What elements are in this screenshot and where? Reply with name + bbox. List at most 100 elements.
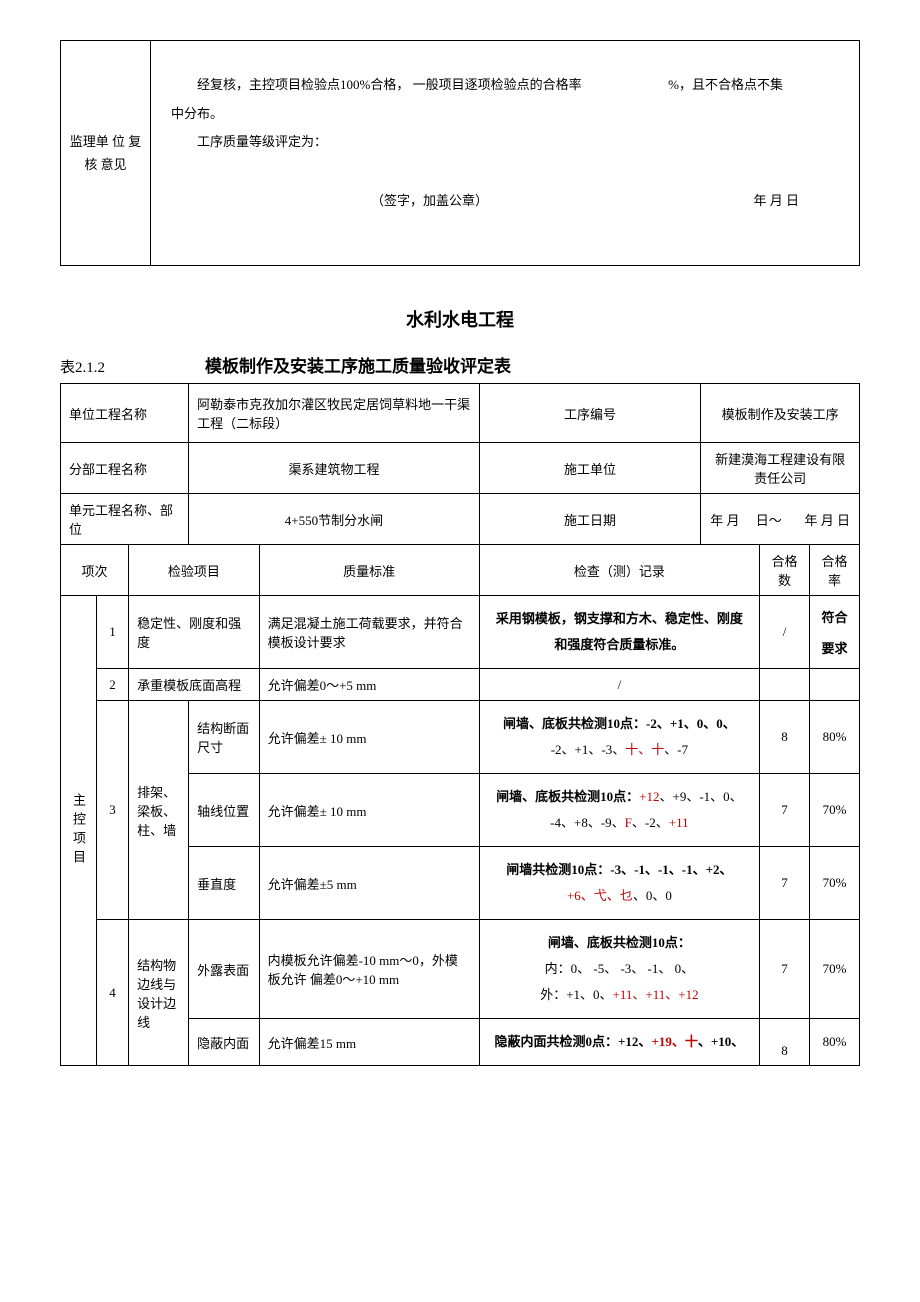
- r3b-pass: 7: [760, 774, 810, 847]
- r3b-rec: 闸墙、底板共检测10点：+12、+9、-1、0、 -4、+8、-9、F、-2、+…: [479, 774, 759, 847]
- r3c-r1: 闸墙共检测10点：-3、-1、-1、-1、+2、: [486, 857, 753, 883]
- col-5: 合格数: [760, 545, 810, 596]
- supervisor-content: 经复核，主控项目检验点100%合格， 一般项目逐项检验点的合格率 %，且不合格点…: [151, 41, 860, 266]
- col-2: 检验项目: [129, 545, 259, 596]
- r4b-rec: 隐蔽内面共检测0点：+12、+19、十、+10、: [479, 1019, 759, 1066]
- col-4: 检查（测）记录: [479, 545, 759, 596]
- r4a-r3a: 外：+1、0、: [540, 987, 612, 1002]
- r3b-r2b: F: [625, 815, 632, 830]
- main-inspection-table: 单位工程名称 阿勒泰市克孜加尔灌区牧民定居饲草料地一干渠工程（二标段） 工序编号…: [60, 383, 860, 1066]
- r1-rec: 采用钢模板，钢支撑和方木、稳定性、刚度 和强度符合质量标准。: [479, 596, 759, 669]
- title-row: 表2.1.2 模板制作及安装工序施工质量验收评定表: [60, 352, 860, 377]
- r4b-std: 允许偏差15 mm: [259, 1019, 479, 1066]
- elem-label: 单元工程名称、部位: [61, 494, 189, 545]
- r3-group: 排架、梁板、柱、墙: [129, 701, 189, 920]
- date-v3: 年 月 日: [805, 513, 851, 528]
- r1-rate2: 要求: [818, 638, 851, 657]
- r4a-std: 内模板允许偏差-10 mm～0，外模板允许 偏差0～+10 mm: [259, 920, 479, 1019]
- r4a-rec: 闸墙、底板共检测10点： 内：0、 -5、 -3、 -1、 0、 外：+1、0、…: [479, 920, 759, 1019]
- r4a-r1: 闸墙、底板共检测10点：: [486, 930, 753, 956]
- r3b-std: 允许偏差± 10 mm: [259, 774, 479, 847]
- r3a-rec2c: 、-7: [664, 742, 688, 757]
- elem-val: 4+550节制分水闸: [189, 494, 480, 545]
- r4a-r3b: +11、+11、+12: [613, 987, 699, 1002]
- r3c-pass: 7: [760, 847, 810, 920]
- r4b-rc: 、+10、: [698, 1034, 744, 1049]
- seq-label: 工序编号: [479, 384, 700, 443]
- r1-pass: /: [760, 596, 810, 669]
- r2-pass: [760, 669, 810, 701]
- r4b-rate: 80%: [810, 1019, 860, 1066]
- div-label: 分部工程名称: [61, 443, 189, 494]
- r3b-rate: 70%: [810, 774, 860, 847]
- col-6: 合格率: [810, 545, 860, 596]
- r3a-std: 允许偏差± 10 mm: [259, 701, 479, 774]
- r3a-pass: 8: [760, 701, 810, 774]
- supervisor-label: 监理单 位 复核 意见: [61, 41, 151, 266]
- r4-group: 结构物边线与设计边线: [129, 920, 189, 1066]
- date-v1: 年 月: [710, 513, 739, 528]
- r2-item: 承重模板底面高程: [129, 669, 259, 701]
- r1-rate: 符合 要求: [810, 596, 860, 669]
- unit-label: 单位工程名称: [61, 384, 189, 443]
- r3b-r1c: 、+9、-1、0、: [659, 789, 742, 804]
- r3a-rate: 80%: [810, 701, 860, 774]
- r2-n: 2: [97, 669, 129, 701]
- r4a-rate: 70%: [810, 920, 860, 1019]
- r3c-std: 允许偏差±5 mm: [259, 847, 479, 920]
- cons-label: 施工单位: [479, 443, 700, 494]
- seq-val: 模板制作及安装工序: [701, 384, 860, 443]
- col-3: 质量标准: [259, 545, 479, 596]
- r3-n: 3: [97, 701, 129, 920]
- top-line1d: 中分布。: [171, 100, 839, 129]
- r2-rec: /: [479, 669, 759, 701]
- r3b-r2c: 、-2、: [632, 815, 669, 830]
- r4a-item: 外露表面: [189, 920, 259, 1019]
- r3a-rec2b: 十、十: [625, 742, 664, 757]
- r3b-r2d: +11: [669, 815, 689, 830]
- r4b-item: 隐蔽内面: [189, 1019, 259, 1066]
- sign-date: 年 月 日: [753, 187, 799, 216]
- major-item-label: 主控项目: [61, 596, 97, 1066]
- top-line1a: 经复核，主控项目检验点100%合格，: [197, 77, 409, 92]
- r2-std: 允许偏差0～+5 mm: [259, 669, 479, 701]
- supervisor-opinion-table: 监理单 位 复核 意见 经复核，主控项目检验点100%合格， 一般项目逐项检验点…: [60, 40, 860, 266]
- top-line1b: 一般项目逐项检验点的合格率: [413, 77, 582, 92]
- r3a-rec2a: -2、+1、-3、: [551, 742, 626, 757]
- r4a-pass: 7: [760, 920, 810, 1019]
- r3c-r2a: +6、弋、乜: [567, 888, 633, 903]
- date-v2: 日～: [756, 513, 782, 528]
- r1-std: 满足混凝土施工荷载要求，并符合模板设计要求: [259, 596, 479, 669]
- r4b-pass: 8: [760, 1019, 810, 1066]
- heading-1: 水利水电工程: [60, 306, 860, 332]
- r3b-r1b: +12: [639, 789, 659, 804]
- div-val: 渠系建筑物工程: [189, 443, 480, 494]
- r2-rate: [810, 669, 860, 701]
- r1-rate1: 符合: [818, 607, 851, 626]
- top-line2: 工序质量等级评定为：: [171, 128, 839, 157]
- top-line1c: %，且不合格点不集: [668, 77, 783, 92]
- sign-label: （签字，加盖公章）: [371, 187, 488, 216]
- cons-val: 新建漠海工程建设有限责任公司: [701, 443, 860, 494]
- r3c-rec: 闸墙共检测10点：-3、-1、-1、-1、+2、 +6、弋、乜、0、0: [479, 847, 759, 920]
- unit-val: 阿勒泰市克孜加尔灌区牧民定居饲草料地一干渠工程（二标段）: [189, 384, 480, 443]
- r3b-r1a: 闸墙、底板共检测10点：: [496, 789, 639, 804]
- col-1: 项次: [61, 545, 129, 596]
- heading-2: 模板制作及安装工序施工质量验收评定表: [205, 352, 860, 377]
- r4a-r2: 内：0、 -5、 -3、 -1、 0、: [486, 956, 753, 982]
- r4b-rb: +19、十: [651, 1034, 697, 1049]
- date-vals: 年 月 日～ 年 月 日: [701, 494, 860, 545]
- r3a-rec1: 闸墙、底板共检测10点：-2、+1、0、0、: [486, 711, 753, 737]
- r1-item: 稳定性、刚度和强度: [129, 596, 259, 669]
- r3a-rec: 闸墙、底板共检测10点：-2、+1、0、0、 -2、+1、-3、十、十、-7: [479, 701, 759, 774]
- r3c-r2b: 、0、0: [633, 888, 672, 903]
- r1-rec-l1: 采用钢模板，钢支撑和方木、稳定性、刚度: [486, 606, 753, 632]
- r1-n: 1: [97, 596, 129, 669]
- r3b-item: 轴线位置: [189, 774, 259, 847]
- r3c-item: 垂直度: [189, 847, 259, 920]
- date-label: 施工日期: [479, 494, 700, 545]
- r3b-r2a: -4、+8、-9、: [550, 815, 625, 830]
- r3a-item: 结构断面 尺寸: [189, 701, 259, 774]
- r3c-rate: 70%: [810, 847, 860, 920]
- table-number: 表2.1.2: [60, 356, 105, 377]
